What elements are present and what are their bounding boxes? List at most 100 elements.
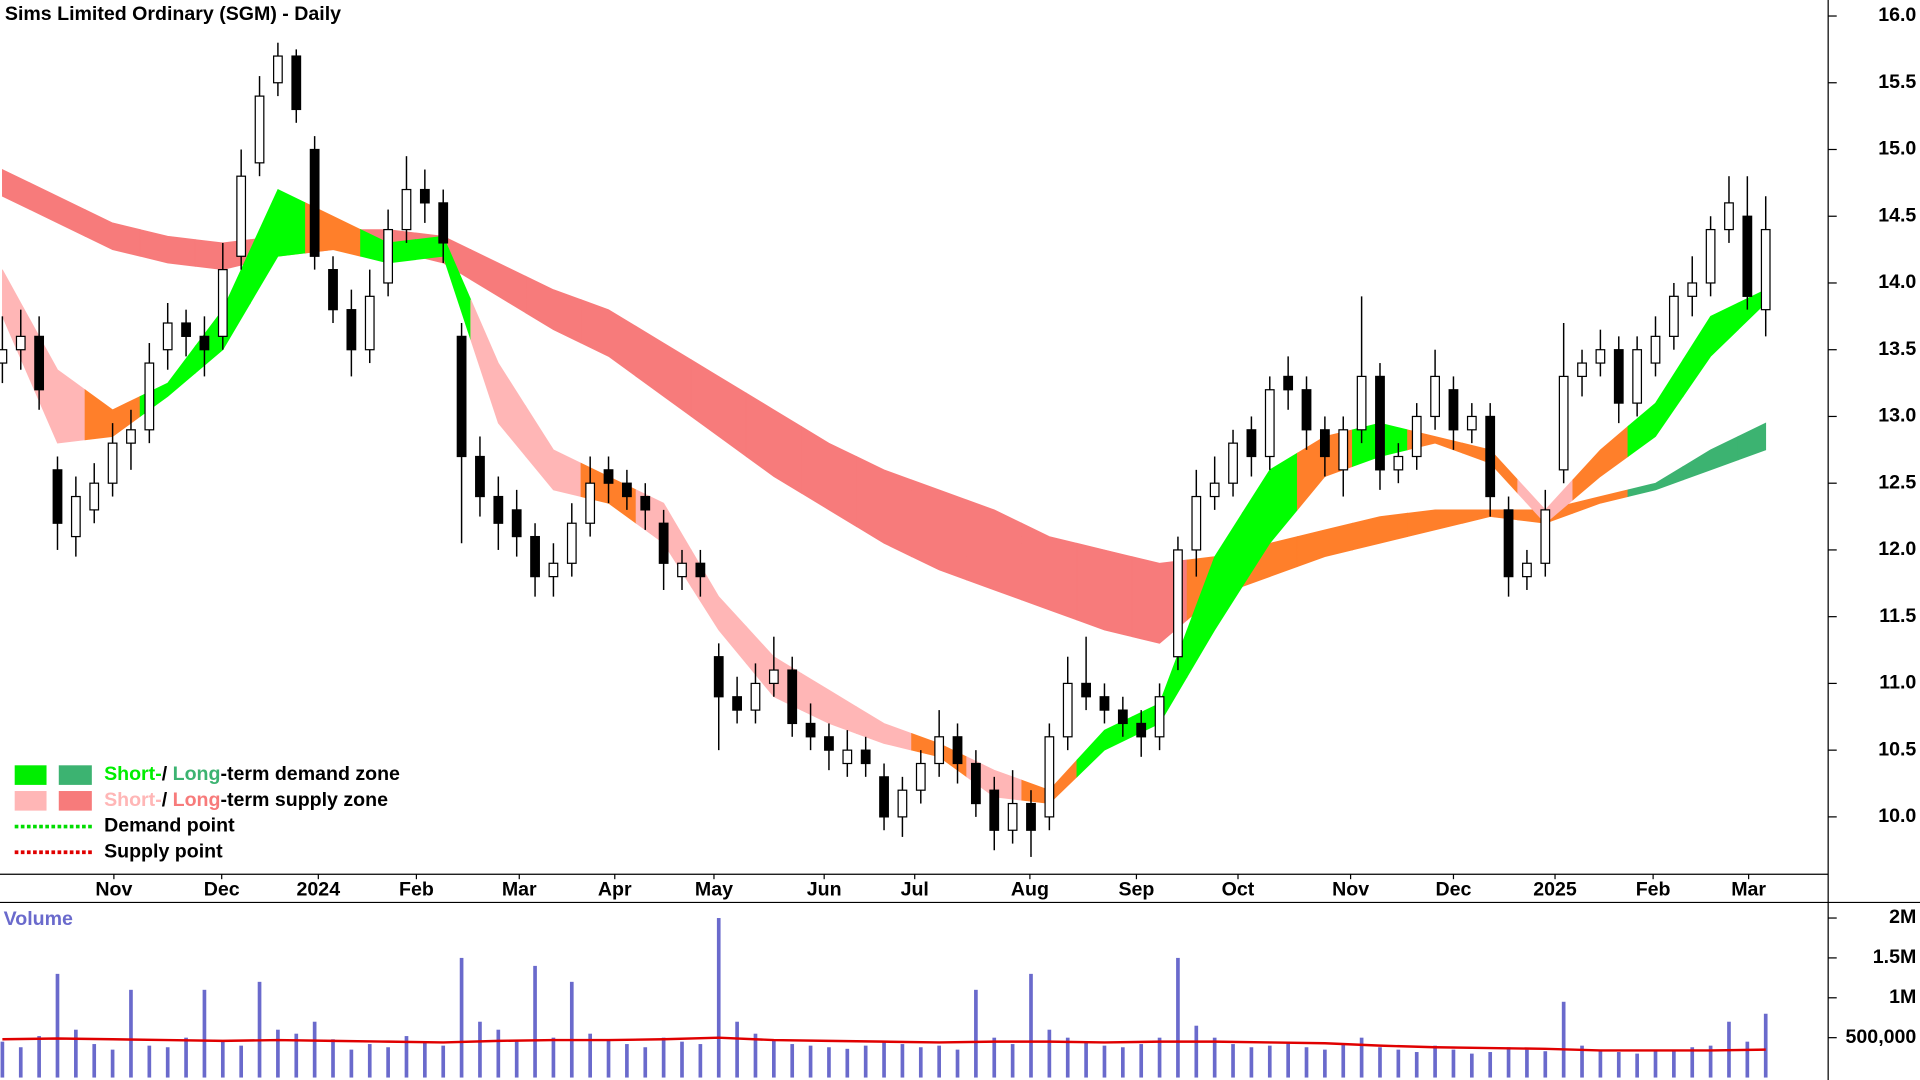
- candle-body: [144, 362, 155, 431]
- volume-bar: [478, 1021, 482, 1078]
- volume-bar: [147, 1045, 152, 1078]
- x-tick-label: Feb: [399, 878, 434, 900]
- candle-body: [622, 482, 632, 498]
- candle-body: [1228, 442, 1238, 484]
- candle-body: [1558, 375, 1569, 471]
- candle-body: [1356, 375, 1367, 431]
- candle-body: [346, 309, 357, 351]
- candle-body: [1393, 455, 1404, 471]
- candle-body: [1632, 349, 1643, 404]
- candle-body: [989, 789, 1000, 831]
- y-tick-label: 14.5: [1878, 204, 1916, 226]
- candle-body: [236, 175, 247, 257]
- legend-long: Long: [173, 789, 221, 811]
- volume-bar: [753, 1033, 758, 1078]
- legend-sep: /: [162, 763, 173, 785]
- volume-bar: [643, 1047, 648, 1078]
- zone-segment: [1076, 542, 1133, 638]
- zone-segment: [635, 325, 692, 418]
- volume-bar: [551, 1037, 556, 1078]
- volume-bar: [1451, 1049, 1456, 1078]
- volume-title: Volume: [4, 908, 73, 930]
- volume-bar: [220, 1041, 225, 1078]
- volume-bar: [1580, 1045, 1584, 1078]
- volume-bar: [514, 1041, 519, 1078]
- candle-body: [1044, 736, 1055, 818]
- y-tick-label: 10.0: [1878, 805, 1916, 827]
- candle-body: [1136, 722, 1147, 738]
- volume-bar: [1763, 1013, 1768, 1078]
- candle-body: [1117, 709, 1128, 725]
- candles: [0, 42, 1771, 857]
- volume-bar: [606, 1039, 611, 1078]
- candle-body: [1007, 802, 1018, 831]
- zone-segment: [1682, 435, 1739, 481]
- volume-bar: [974, 989, 978, 1078]
- x-tick-label: Jul: [901, 878, 929, 900]
- y-tick-label: 13.5: [1878, 338, 1916, 360]
- candle-body: [1173, 549, 1183, 658]
- volume-bar: [110, 1049, 115, 1078]
- volume-bar: [459, 957, 464, 1078]
- volume-bar: [312, 1021, 317, 1078]
- x-tick-label: Apr: [598, 878, 632, 900]
- legend-text: -term demand zone: [220, 763, 400, 785]
- volume-bar: [827, 1047, 831, 1078]
- legend-short: Short-: [104, 789, 162, 811]
- candle-body: [126, 429, 136, 444]
- volume-bar: [569, 981, 574, 1078]
- volume-bar: [625, 1044, 629, 1078]
- candle-body: [328, 269, 338, 311]
- x-tick-label: 2024: [297, 878, 341, 900]
- zone-segment: [1572, 425, 1629, 501]
- legend-label: Short-/ Long-term supply zone: [104, 789, 388, 811]
- candle-body: [1026, 802, 1036, 831]
- chart-title: Sims Limited Ordinary (SGM) - Daily: [5, 3, 341, 25]
- candle-body: [1081, 682, 1091, 698]
- volume-bar: [129, 989, 133, 1078]
- volume-bar: [1341, 1044, 1346, 1078]
- volume-bar: [55, 973, 60, 1078]
- volume-bar: [1286, 1041, 1290, 1078]
- candle-body: [566, 522, 577, 564]
- candle-body: [291, 55, 302, 111]
- volume-bar: [74, 1029, 78, 1078]
- candle-body: [1503, 509, 1514, 578]
- volume-bar: [1616, 1052, 1621, 1078]
- volume-average: [2, 1036, 1766, 1052]
- candle-body: [768, 669, 779, 685]
- candle-body: [1411, 415, 1422, 458]
- candle-body: [1595, 349, 1606, 364]
- candle-body: [1705, 228, 1716, 284]
- volume-bar: [1249, 1047, 1254, 1078]
- candle-body: [1430, 375, 1440, 418]
- volume-bar: [1690, 1047, 1695, 1078]
- candle-body: [897, 789, 908, 818]
- zone-segment: [84, 208, 141, 257]
- candle-body: [1154, 696, 1165, 738]
- y-tick-label: 11.0: [1879, 672, 1916, 694]
- zone-segment: [911, 479, 968, 581]
- zone-segment: [1407, 509, 1464, 538]
- zone-segment: [801, 425, 857, 528]
- candle-body: [1724, 202, 1734, 231]
- candle-body: [805, 722, 816, 738]
- candle-body: [695, 562, 706, 578]
- candle-body: [254, 95, 265, 164]
- volume-bar: [1267, 1045, 1272, 1078]
- volume-bar: [202, 989, 207, 1078]
- volume-bar: [772, 1039, 776, 1078]
- candle-body: [548, 562, 559, 578]
- volume-bar: [1359, 1037, 1364, 1078]
- y-tick-label: 15.0: [1878, 138, 1916, 160]
- volume-bar: [184, 1037, 188, 1078]
- candle-body: [970, 762, 981, 805]
- zone-segment: [29, 182, 86, 237]
- volume-bar: [698, 1044, 703, 1078]
- volume-bar: [1323, 1049, 1327, 1078]
- candle-body: [750, 682, 761, 711]
- zone-segment: [580, 299, 637, 378]
- x-tick-label: Dec: [204, 878, 240, 900]
